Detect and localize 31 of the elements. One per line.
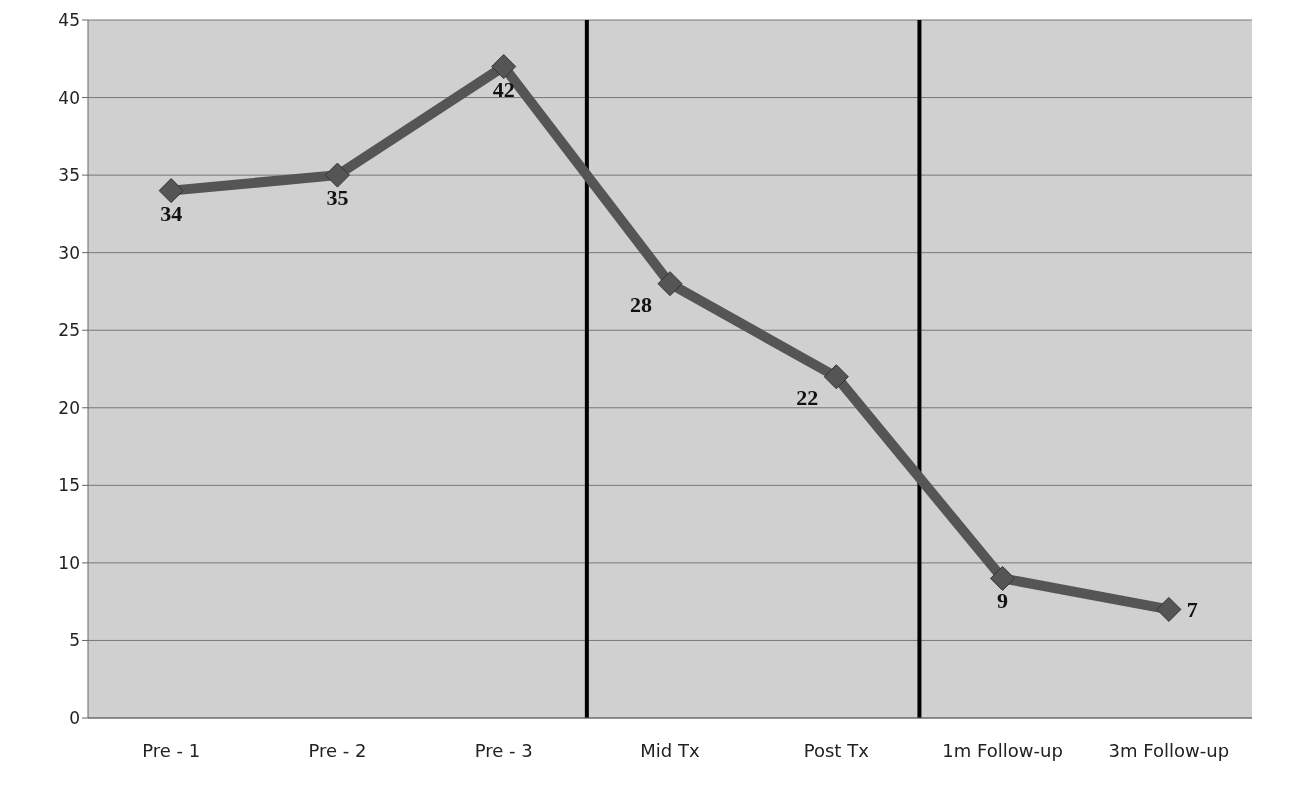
y-tick-label: 40 bbox=[58, 87, 80, 108]
point bbox=[158, 178, 184, 204]
y-tick-label: 45 bbox=[58, 10, 80, 31]
data-label: 35 bbox=[326, 185, 349, 211]
data-label: 42 bbox=[492, 76, 515, 102]
data-label: 7 bbox=[1186, 597, 1198, 623]
point bbox=[324, 162, 350, 188]
y-tick-label: 10 bbox=[58, 552, 80, 573]
point bbox=[990, 565, 1016, 591]
point bbox=[491, 54, 517, 80]
data-label: 34 bbox=[160, 200, 183, 226]
y-tick-label: 35 bbox=[58, 165, 80, 186]
x-tick-label: Pre - 3 bbox=[474, 739, 533, 761]
data-label: 28 bbox=[630, 291, 652, 317]
y-tick-label: 5 bbox=[69, 630, 80, 651]
y-tick-label: 15 bbox=[58, 475, 80, 496]
x-tick-label: 3m Follow-up bbox=[1108, 739, 1230, 761]
y-tick-label: 0 bbox=[69, 708, 80, 729]
y-tick-label: 20 bbox=[58, 397, 80, 418]
data-label: 9 bbox=[997, 588, 1009, 614]
point bbox=[657, 271, 683, 297]
x-tick-label: Post Tx bbox=[803, 739, 870, 761]
data-label: 22 bbox=[796, 384, 819, 410]
y-tick-label: 25 bbox=[58, 320, 80, 341]
point bbox=[823, 364, 849, 390]
x-tick-label: Pre - 2 bbox=[308, 739, 367, 761]
x-tick-label: 1m Follow-up bbox=[942, 739, 1063, 761]
x-tick-label: Pre - 1 bbox=[142, 739, 201, 761]
x-tick-label: Mid Tx bbox=[640, 739, 701, 761]
y-tick-label: 30 bbox=[58, 242, 80, 263]
point bbox=[1156, 596, 1182, 622]
